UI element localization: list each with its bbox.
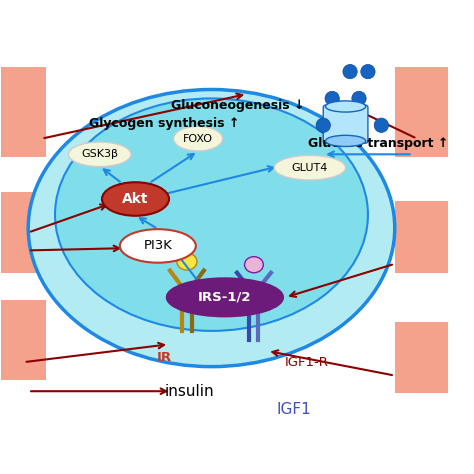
FancyBboxPatch shape <box>395 322 448 393</box>
Ellipse shape <box>352 91 366 106</box>
FancyBboxPatch shape <box>395 201 448 273</box>
Text: Glycogen synthesis ↑: Glycogen synthesis ↑ <box>89 117 239 129</box>
Ellipse shape <box>173 127 223 151</box>
Text: Glucose transport ↑: Glucose transport ↑ <box>308 137 448 150</box>
Ellipse shape <box>167 278 283 316</box>
Ellipse shape <box>68 142 131 166</box>
Text: IR: IR <box>157 351 172 364</box>
Text: insulin: insulin <box>164 384 214 399</box>
Ellipse shape <box>316 118 330 132</box>
Ellipse shape <box>326 101 366 112</box>
Text: IRS-1/2: IRS-1/2 <box>198 291 252 304</box>
Ellipse shape <box>361 64 375 79</box>
Ellipse shape <box>55 99 368 331</box>
Text: Akt: Akt <box>122 192 149 206</box>
Ellipse shape <box>28 90 395 366</box>
Text: GSK3β: GSK3β <box>81 149 118 159</box>
Text: PI3K: PI3K <box>144 239 172 253</box>
Text: IGF1-R: IGF1-R <box>285 356 329 369</box>
FancyBboxPatch shape <box>1 300 46 380</box>
Ellipse shape <box>326 135 366 146</box>
Ellipse shape <box>274 155 346 180</box>
Text: FOXO: FOXO <box>183 134 213 144</box>
FancyBboxPatch shape <box>395 67 448 156</box>
Ellipse shape <box>343 64 357 79</box>
FancyBboxPatch shape <box>1 192 46 273</box>
FancyBboxPatch shape <box>323 105 368 143</box>
Text: Gluconeogenesis ↓: Gluconeogenesis ↓ <box>171 99 305 112</box>
FancyBboxPatch shape <box>1 67 46 156</box>
Ellipse shape <box>374 118 389 132</box>
Text: IGF1: IGF1 <box>276 401 311 417</box>
Ellipse shape <box>325 91 339 106</box>
Ellipse shape <box>177 253 197 270</box>
Text: GLUT4: GLUT4 <box>292 163 328 173</box>
Ellipse shape <box>120 229 196 263</box>
Ellipse shape <box>102 182 169 216</box>
Ellipse shape <box>245 256 264 273</box>
